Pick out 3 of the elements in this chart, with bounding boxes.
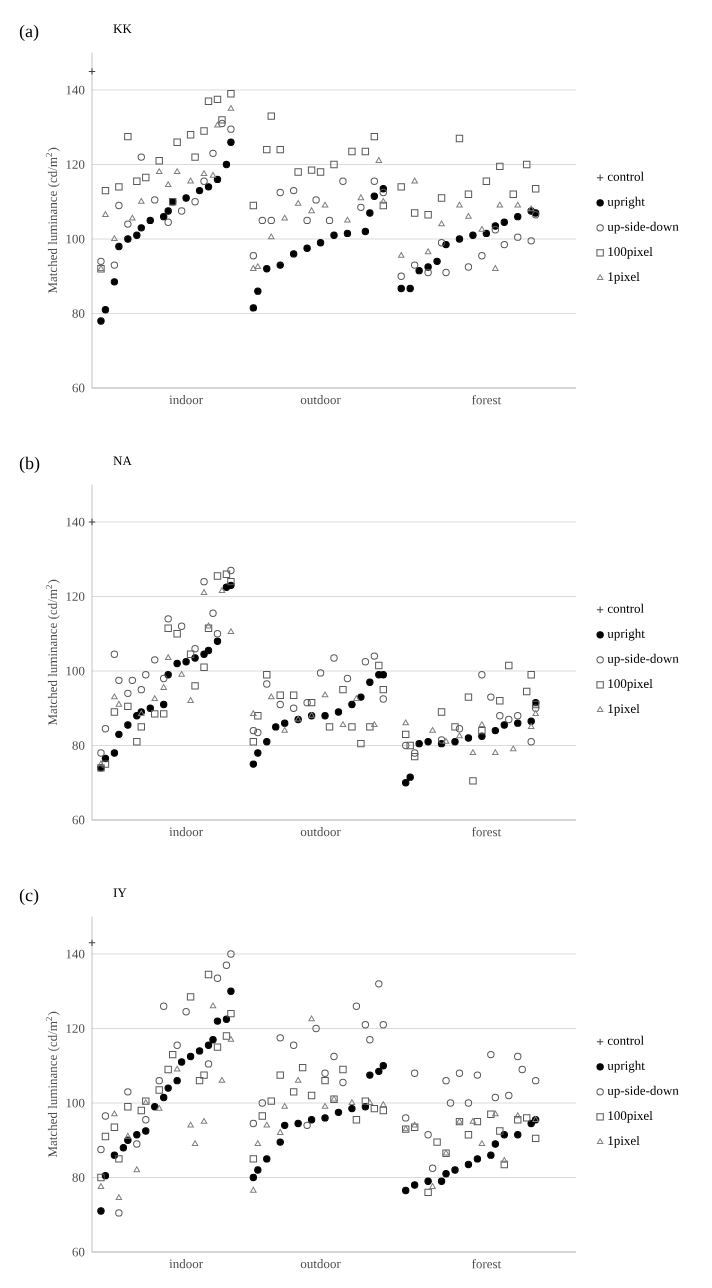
chart-title: (b) (19, 456, 40, 473)
chart-title: (c) (19, 888, 39, 905)
chart-title: (a) (19, 24, 39, 41)
